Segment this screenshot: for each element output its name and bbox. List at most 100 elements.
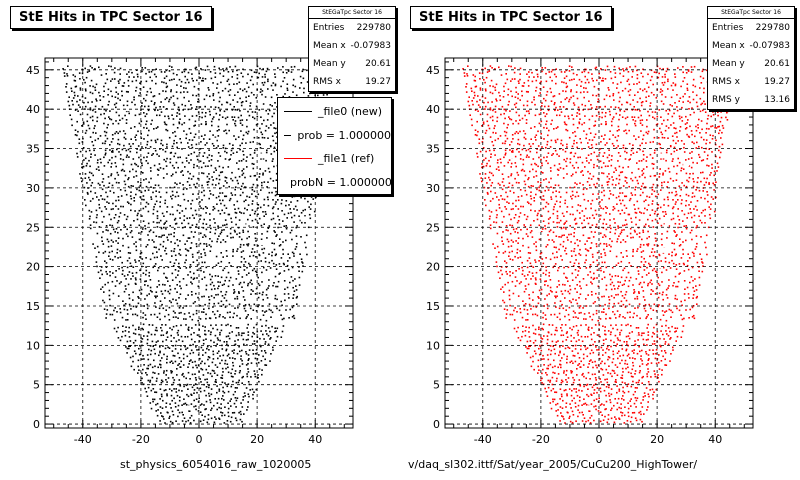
data-point (247, 73, 249, 76)
data-point (138, 260, 140, 262)
data-point (166, 143, 168, 146)
data-point (240, 256, 243, 258)
data-point (143, 97, 145, 100)
data-point (528, 156, 530, 158)
data-point (574, 269, 577, 271)
data-point (249, 153, 252, 156)
data-point (221, 377, 224, 379)
data-point (571, 272, 574, 275)
data-point (588, 162, 590, 164)
data-point (133, 98, 135, 101)
data-point (216, 310, 219, 312)
data-point (195, 408, 197, 411)
data-point (679, 244, 682, 246)
data-point (203, 194, 206, 197)
data-point (109, 271, 111, 273)
data-point (635, 212, 638, 214)
data-point (572, 316, 575, 318)
data-point (691, 266, 694, 269)
data-point (266, 119, 269, 121)
data-point (143, 198, 145, 201)
data-point (211, 118, 214, 120)
data-point (260, 330, 262, 332)
data-point (177, 166, 179, 169)
data-point (183, 87, 185, 89)
data-point (145, 257, 147, 259)
data-point (153, 348, 156, 351)
data-point (706, 191, 708, 193)
data-point (224, 306, 227, 308)
data-point (92, 144, 95, 147)
data-point (541, 198, 543, 201)
data-point (154, 302, 156, 304)
data-point (156, 217, 159, 220)
data-point (199, 390, 202, 393)
data-point (291, 216, 293, 219)
data-point (520, 281, 522, 283)
data-point (179, 205, 182, 207)
data-point (232, 152, 235, 154)
data-point (125, 218, 128, 221)
data-point (675, 201, 677, 203)
data-point (124, 114, 126, 117)
data-point (187, 329, 190, 331)
data-point (286, 83, 289, 85)
data-point (651, 283, 653, 285)
data-point (590, 159, 592, 161)
data-point (248, 272, 250, 274)
data-point (647, 218, 649, 221)
data-point (105, 313, 108, 315)
data-point (233, 83, 235, 85)
data-point (185, 298, 187, 300)
data-point (683, 263, 685, 266)
data-point (551, 239, 554, 241)
data-point (174, 223, 177, 225)
data-point (141, 258, 144, 260)
data-point (595, 243, 598, 245)
data-point (541, 228, 544, 230)
data-point (266, 67, 269, 70)
data-point (92, 119, 94, 122)
data-point (240, 355, 242, 357)
data-point (629, 316, 631, 319)
data-point (208, 160, 210, 162)
data-point (588, 237, 591, 239)
data-point (617, 160, 619, 162)
data-point (574, 217, 577, 220)
data-point (700, 196, 702, 199)
data-point (152, 398, 154, 401)
data-point (625, 276, 628, 279)
data-point (218, 118, 220, 121)
data-point (521, 273, 524, 275)
data-point (608, 296, 610, 298)
data-point (196, 198, 198, 200)
data-point (585, 318, 587, 320)
data-point (160, 227, 163, 230)
data-point (564, 202, 566, 205)
data-point (585, 305, 588, 307)
data-point (260, 131, 262, 134)
data-point (661, 184, 663, 187)
data-point (249, 264, 251, 266)
data-point (191, 146, 194, 149)
data-point (270, 353, 272, 355)
data-point (172, 173, 174, 176)
data-point (208, 178, 211, 180)
data-point (130, 197, 133, 200)
data-point (676, 285, 679, 288)
data-point (257, 204, 260, 206)
data-point (178, 252, 180, 255)
data-point (636, 250, 638, 252)
data-point (489, 200, 492, 202)
data-point (275, 179, 278, 181)
data-point (171, 350, 174, 352)
data-point (555, 296, 557, 299)
data-point (199, 335, 201, 338)
data-point (111, 151, 113, 153)
data-point (134, 313, 137, 316)
data-point (523, 275, 526, 277)
data-point (214, 136, 217, 139)
data-point (276, 149, 278, 151)
left-stats-header: StEGaTpc Sector 16 (309, 7, 395, 19)
data-point (595, 223, 598, 226)
